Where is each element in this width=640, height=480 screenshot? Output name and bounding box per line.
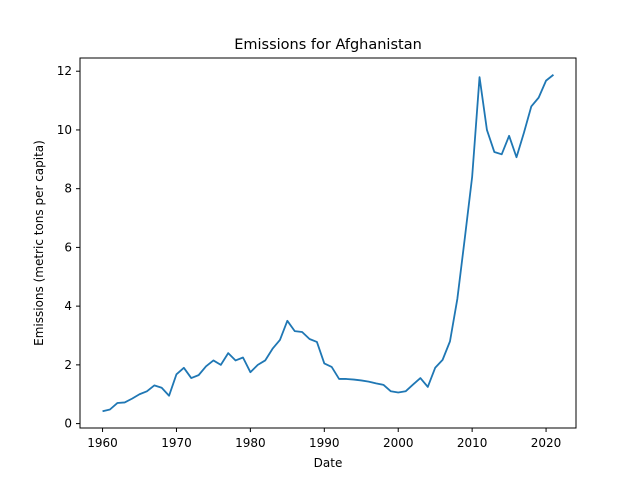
series-line (102, 74, 555, 413)
y-axis: 0 2 4 6 8 10 12 (57, 64, 80, 431)
x-tick-label: 1970 (161, 436, 192, 450)
y-tick-label: 4 (64, 299, 72, 313)
y-tick-label: 2 (64, 358, 72, 372)
y-axis-label: Emissions (metric tons per capita) (32, 140, 46, 346)
x-tick-label: 1960 (87, 436, 118, 450)
y-tick-label: 6 (64, 240, 72, 254)
x-tick-label: 2000 (383, 436, 414, 450)
y-tick-label: 10 (57, 123, 72, 137)
x-axis: 1960 1970 1980 1990 2000 2010 2020 (87, 428, 561, 450)
plot-area (102, 74, 555, 413)
y-tick-label: 12 (57, 64, 72, 78)
chart-title: Emissions for Afghanistan (234, 37, 422, 53)
x-axis-label: Date (314, 456, 343, 470)
y-tick-label: 0 (64, 417, 72, 431)
x-tick-label: 2010 (457, 436, 488, 450)
y-tick-label: 8 (64, 182, 72, 196)
x-tick-label: 1990 (309, 436, 340, 450)
x-tick-label: 1980 (235, 436, 266, 450)
x-tick-label: 2020 (531, 436, 562, 450)
plot-frame (79, 57, 577, 429)
